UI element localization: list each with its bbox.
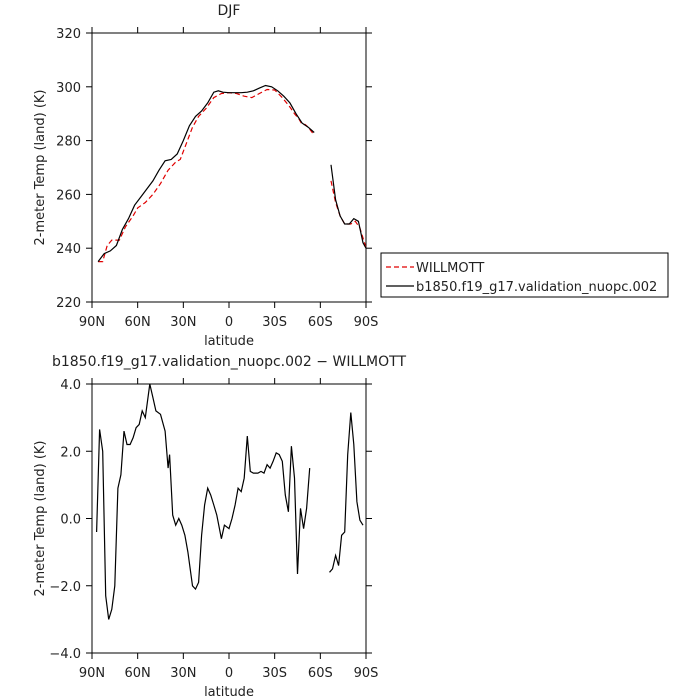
legend-label-0: WILLMOTT: [416, 261, 484, 276]
top-ytick-label: 240: [56, 242, 81, 257]
bottom-ytick-label: −2.0: [49, 580, 81, 595]
legend: WILLMOTT b1850.f19_g17.validation_nuopc.0…: [380, 252, 669, 298]
bottom-xtick-label: 0: [225, 666, 233, 681]
bottom-xtick-label: 30N: [170, 666, 196, 681]
top-series-0-segment-0: [98, 88, 315, 263]
top-ytick-label: 220: [56, 296, 81, 311]
bottom-ytick-label: 2.0: [60, 445, 81, 460]
top-y-axis-label: 2-meter Temp (land) (K): [33, 90, 48, 246]
bottom-x-axis-label: latitude: [204, 685, 254, 700]
top-xtick-label: 0: [225, 315, 233, 330]
top-plot-frame: [91, 32, 367, 303]
top-panel: 90N 60N 30N 0 30S 60S 90S 220 240 260 280 300 320 DJF…: [33, 3, 378, 349]
top-xtick-label: 90S: [354, 315, 379, 330]
top-ytick-label: 280: [56, 135, 81, 150]
top-ytick-label: 260: [56, 188, 81, 203]
bottom-series-0-segment-0: [96, 383, 311, 620]
top-xtick-label: 90N: [79, 315, 105, 330]
bottom-panel: 90N 60N 30N 0 30S 60S 90S −4.0 −2.0 0.0 2.0 4.0 b185…: [33, 354, 406, 700]
bottom-xtick-label: 30S: [262, 666, 287, 681]
bottom-title: b1850.f19_g17.validation_nuopc.002 − WIL…: [52, 354, 406, 370]
top-xtick-label: 30S: [262, 315, 287, 330]
top-ytick-label: 300: [56, 81, 81, 96]
top-series-1-segment-1: [330, 164, 367, 249]
bottom-plot-frame: [91, 383, 367, 654]
top-xtick-label: 60N: [125, 315, 151, 330]
bottom-y-axis-label: 2-meter Temp (land) (K): [33, 441, 48, 597]
bottom-ytick-label: −4.0: [49, 647, 81, 662]
top-title: DJF: [218, 3, 241, 19]
top-ytick-label: 320: [56, 27, 81, 42]
bottom-xtick-label: 90S: [354, 666, 379, 681]
legend-box: [380, 252, 669, 298]
top-series-0-segment-1: [330, 180, 367, 249]
bottom-ytick-label: 0.0: [60, 513, 81, 528]
bottom-xtick-label: 60S: [308, 666, 333, 681]
legend-label-1: b1850.f19_g17.validation_nuopc.002: [416, 280, 657, 295]
bottom-xtick-label: 60N: [125, 666, 151, 681]
bottom-xtick-label: 90N: [79, 666, 105, 681]
top-xtick-label: 30N: [170, 315, 196, 330]
top-x-axis-label: latitude: [204, 334, 254, 349]
bottom-series-0-segment-1: [329, 412, 364, 573]
bottom-ytick-label: 4.0: [60, 378, 81, 393]
top-xtick-label: 60S: [308, 315, 333, 330]
top-series-1-segment-0: [97, 84, 315, 262]
